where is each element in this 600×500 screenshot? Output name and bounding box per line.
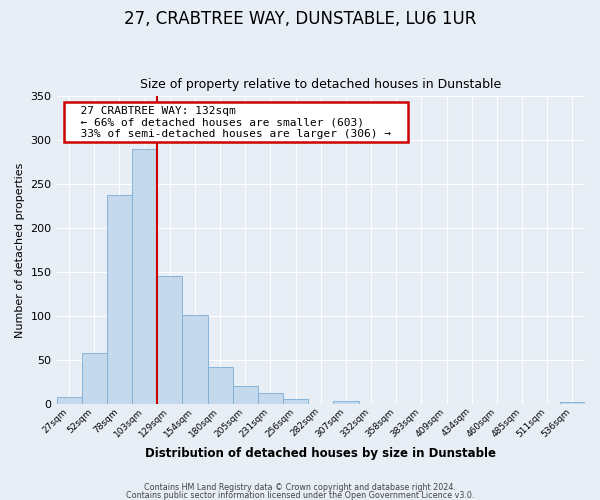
Bar — [334, 401, 359, 404]
Bar — [82, 353, 107, 404]
Bar — [560, 402, 585, 404]
Bar — [258, 394, 283, 404]
Bar — [283, 400, 308, 404]
Text: Contains public sector information licensed under the Open Government Licence v3: Contains public sector information licen… — [126, 490, 474, 500]
Bar — [182, 315, 208, 404]
Text: 27 CRABTREE WAY: 132sqm  
  ← 66% of detached houses are smaller (603)  
  33% o: 27 CRABTREE WAY: 132sqm ← 66% of detache… — [67, 106, 404, 139]
Bar — [107, 194, 132, 404]
Bar — [208, 367, 233, 404]
Bar — [157, 276, 182, 404]
Text: Contains HM Land Registry data © Crown copyright and database right 2024.: Contains HM Land Registry data © Crown c… — [144, 483, 456, 492]
Title: Size of property relative to detached houses in Dunstable: Size of property relative to detached ho… — [140, 78, 502, 91]
Bar — [233, 386, 258, 404]
Text: 27, CRABTREE WAY, DUNSTABLE, LU6 1UR: 27, CRABTREE WAY, DUNSTABLE, LU6 1UR — [124, 10, 476, 28]
Bar — [56, 397, 82, 404]
Y-axis label: Number of detached properties: Number of detached properties — [15, 162, 25, 338]
Bar — [132, 149, 157, 404]
X-axis label: Distribution of detached houses by size in Dunstable: Distribution of detached houses by size … — [145, 447, 496, 460]
